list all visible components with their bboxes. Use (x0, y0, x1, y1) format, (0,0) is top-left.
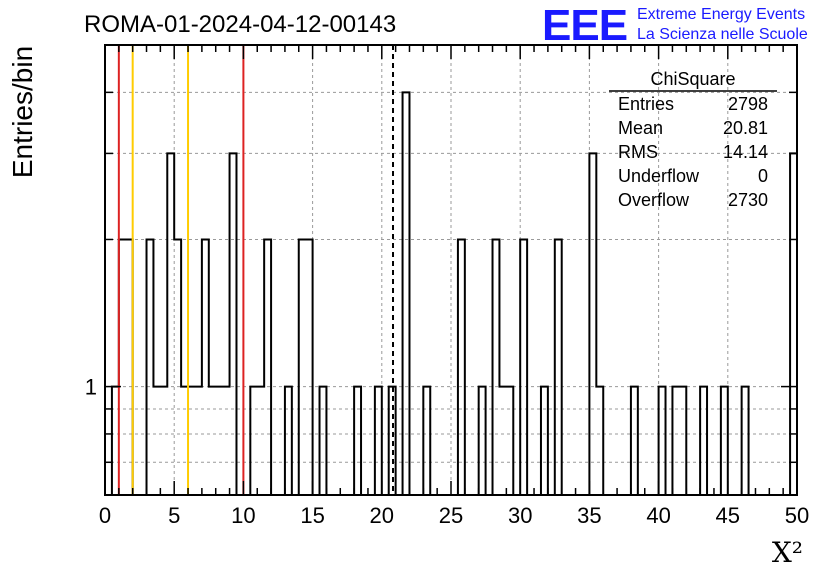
x-tick-label: 15 (300, 503, 324, 528)
x-tick-label: 25 (439, 503, 463, 528)
histogram-bin (742, 387, 749, 495)
histogram-bin (153, 387, 160, 495)
histogram-bin (112, 387, 119, 495)
histogram-bin (375, 387, 382, 495)
histogram-bin (160, 387, 167, 495)
histogram-bin (520, 239, 527, 495)
histogram-bin (216, 387, 223, 495)
histogram-bin (493, 239, 500, 495)
stats-box: ChiSquare Entries 2798 Mean 20.81 RMS 14.14 Un… (609, 69, 777, 210)
histogram-bin (223, 387, 230, 495)
x-tick-label: 20 (370, 503, 394, 528)
x-tick-label: 30 (508, 503, 532, 528)
histogram-bin (126, 239, 133, 495)
histogram-bin (659, 387, 666, 495)
histogram-bin (167, 153, 174, 495)
histogram-bin (672, 387, 679, 495)
x-tick-label: 0 (99, 503, 111, 528)
histogram-bin (354, 387, 361, 495)
histogram-bin (555, 239, 562, 495)
x-axis-label: X² (772, 536, 803, 569)
histogram-bin (589, 153, 596, 495)
histogram-bin (209, 387, 216, 495)
histogram-bin (299, 239, 306, 495)
histogram-bin (250, 387, 257, 495)
histogram-bin (679, 387, 686, 495)
x-tick-label: 5 (168, 503, 180, 528)
plot-area: 0 5 10 15 20 25 30 35 40 45 50 1 (85, 44, 809, 528)
histogram-bin (631, 387, 638, 495)
stats-label: Mean (618, 118, 663, 138)
histogram-bin (541, 387, 548, 495)
stats-label: Overflow (618, 190, 690, 210)
x-tick-label: 10 (231, 503, 255, 528)
histogram-bin (506, 387, 513, 495)
histogram-bin (181, 387, 188, 495)
x-tick-label: 35 (577, 503, 601, 528)
stats-value: 2798 (728, 94, 768, 114)
x-tick-label: 40 (646, 503, 670, 528)
histogram-bin (202, 239, 209, 495)
histogram-bin (174, 239, 181, 495)
histogram-bin (596, 387, 603, 495)
histogram-bin (195, 387, 202, 495)
x-tick-label: 50 (785, 503, 809, 528)
histogram-bin (479, 387, 486, 495)
histogram-bin (721, 387, 728, 495)
stats-value: 2730 (728, 190, 768, 210)
histogram-bin (257, 387, 264, 495)
stats-label: RMS (618, 142, 658, 162)
histogram-bin (285, 387, 292, 495)
histogram-bin (147, 239, 154, 495)
chart-title: ROMA-01-2024-04-12-00143 (84, 11, 396, 38)
stats-value: 0 (758, 166, 768, 186)
stats-label: Underflow (618, 166, 700, 186)
histogram-bin (264, 239, 271, 495)
histogram-bin (230, 153, 237, 495)
histogram-bin (306, 239, 313, 495)
logo-mark: EEE (542, 1, 627, 50)
histogram-bin (423, 387, 430, 495)
stats-title: ChiSquare (650, 69, 735, 89)
y-tick-label: 1 (85, 375, 97, 400)
x-tick-label: 45 (716, 503, 740, 528)
stats-label: Entries (618, 94, 674, 114)
histogram-bin (499, 387, 506, 495)
eee-logo: EEE Extreme Energy Events La Scienza nel… (542, 1, 808, 50)
logo-line2: La Scienza nelle Scuole (637, 26, 808, 43)
histogram-bin (790, 153, 797, 495)
stats-value: 14.14 (723, 142, 768, 162)
stats-value: 20.81 (723, 118, 768, 138)
histogram-bin (119, 239, 126, 495)
logo-line1: Extreme Energy Events (637, 6, 805, 23)
histogram-bin (403, 92, 410, 495)
histogram-bin (188, 387, 195, 495)
histogram-bin (458, 239, 465, 495)
histogram-bin (700, 387, 707, 495)
histogram-bin (320, 387, 327, 495)
y-axis-label: Entries/bin (7, 46, 38, 178)
